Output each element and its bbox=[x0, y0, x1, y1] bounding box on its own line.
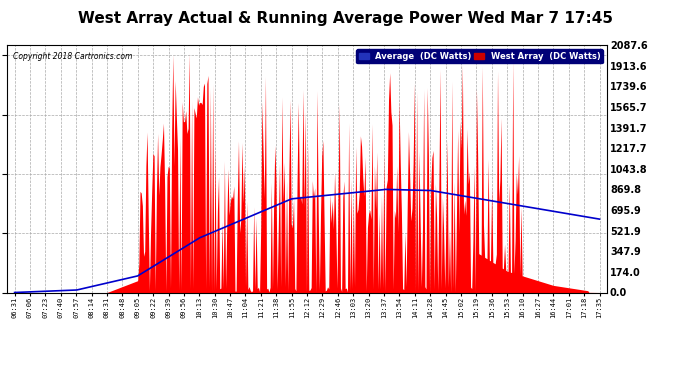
Legend: Average  (DC Watts), West Array  (DC Watts): Average (DC Watts), West Array (DC Watts… bbox=[356, 49, 603, 63]
Text: West Array Actual & Running Average Power Wed Mar 7 17:45: West Array Actual & Running Average Powe… bbox=[77, 11, 613, 26]
Text: Copyright 2018 Cartronics.com: Copyright 2018 Cartronics.com bbox=[13, 53, 132, 62]
